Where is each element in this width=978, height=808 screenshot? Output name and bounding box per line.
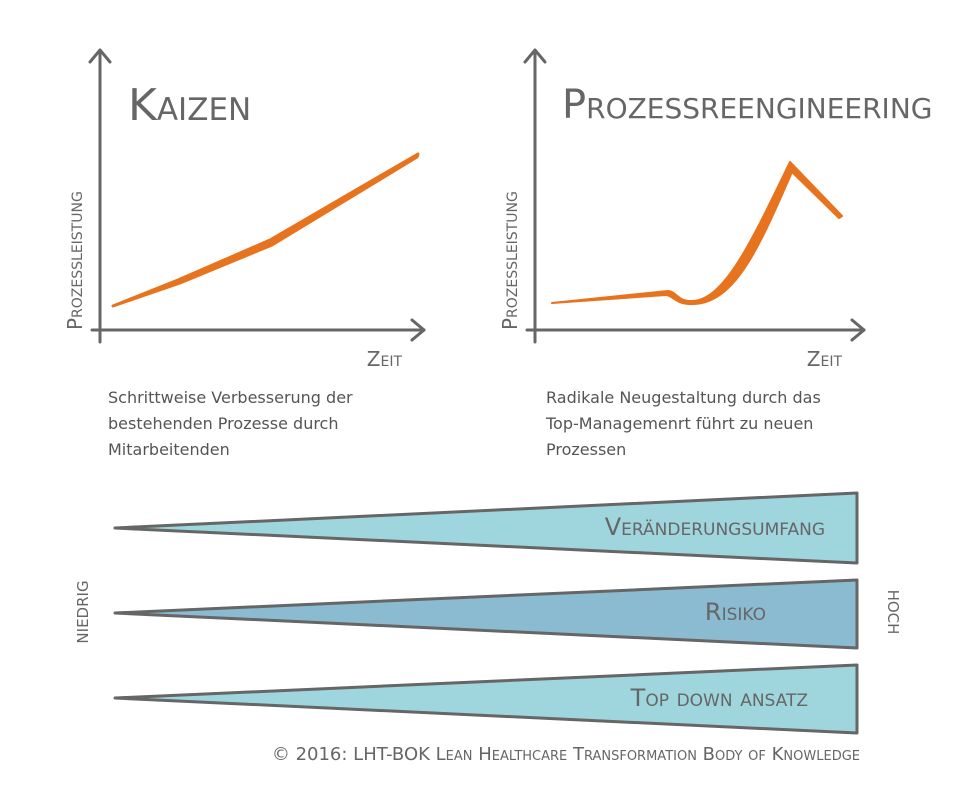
- x-arrow: [410, 318, 426, 342]
- wedge: [113, 663, 859, 735]
- wedge-label: Top down ansatz: [630, 684, 808, 712]
- wedges: Veränderungsumfang Risiko Top down ansat…: [69, 491, 907, 735]
- wedge-label: Veränderungsumfang: [605, 513, 825, 541]
- high-label: hoch: [882, 590, 907, 635]
- low-label: niedrig: [69, 580, 94, 643]
- x-label: Zeit: [807, 347, 843, 371]
- panel-title: Prozessreengineering: [562, 82, 932, 128]
- wedge-label: Risiko: [705, 598, 766, 626]
- reengineering-curve: [551, 161, 843, 306]
- footer: © 2016: LHT-BOK Lean Healthcare Transfor…: [272, 744, 860, 765]
- wedge: [113, 491, 859, 565]
- wedge: [113, 578, 859, 650]
- x-label: Zeit: [367, 347, 403, 371]
- kaizen-panel: Kaizen Prozessleistung Zeit Schrittweise…: [63, 48, 426, 459]
- panel-title: Kaizen: [128, 80, 251, 131]
- kaizen-curve: [111, 152, 420, 308]
- y-label: Prozessleistung: [63, 191, 87, 330]
- description-line: Top-Managemenrt führt zu neuen: [545, 414, 813, 433]
- y-label: Prozessleistung: [498, 191, 522, 330]
- description-line: Radikale Neugestaltung durch das: [546, 388, 821, 407]
- x-arrow: [850, 318, 866, 342]
- description-line: Mitarbeitenden: [108, 440, 230, 459]
- reengineering-panel: Prozessreengineering Prozessleistung Zei…: [498, 48, 932, 459]
- description-line: Prozessen: [546, 440, 626, 459]
- description-line: bestehenden Prozesse durch: [108, 414, 339, 433]
- description-line: Schrittweise Verbesserung der: [108, 388, 353, 407]
- y-arrow: [88, 48, 112, 64]
- y-arrow: [523, 48, 547, 64]
